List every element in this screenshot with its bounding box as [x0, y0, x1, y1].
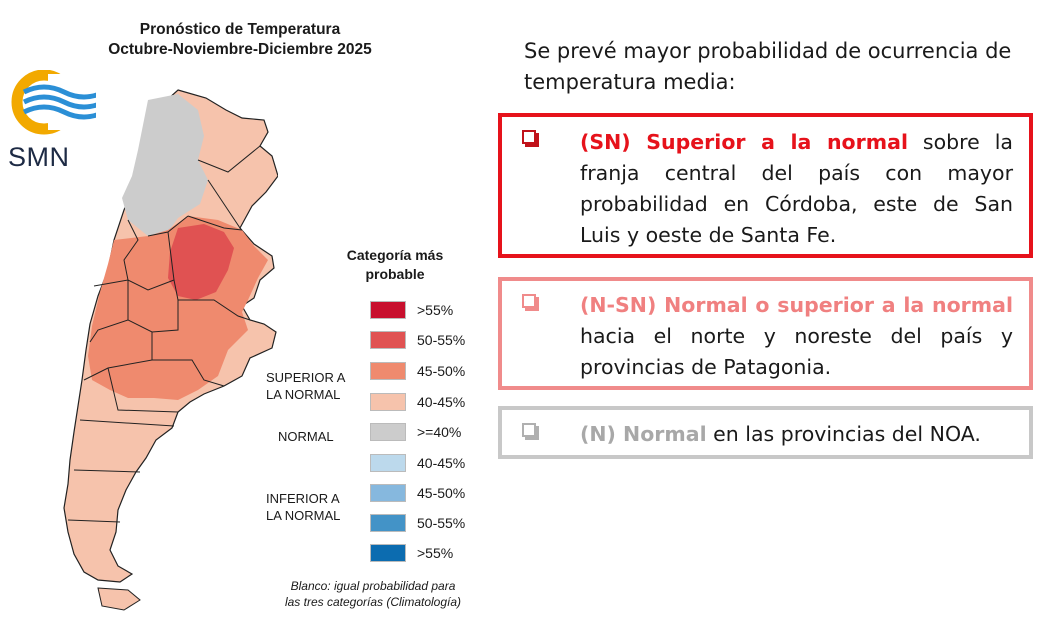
legend-swatch	[370, 393, 406, 411]
legend-label: 50-55%	[417, 332, 466, 348]
legend-title-line1: Categoría más	[346, 247, 444, 263]
map-title-line1: Pronóstico de Temperatura	[139, 21, 341, 38]
map-title-line2: Octubre-Noviembre-Diciembre 2025	[108, 41, 372, 58]
legend-swatch	[370, 331, 406, 349]
smn-logo-icon	[11, 70, 96, 135]
legend-group-inferior-line1: INFERIOR A	[266, 491, 340, 506]
checkbox-icon	[522, 130, 536, 144]
tierra-del-fuego	[97, 587, 141, 611]
forecast-box-body: hacia el norte y noreste del país y prov…	[580, 324, 1013, 379]
checkbox-icon	[522, 423, 536, 437]
map-title: Pronóstico de Temperatura Octubre-Noviem…	[60, 20, 420, 60]
legend-label: 50-55%	[417, 515, 466, 531]
legend-swatch	[370, 544, 406, 562]
legend-group-inferior-line2: LA NORMAL	[266, 508, 341, 523]
legend-note: Blanco: igual probabilidad para las tres…	[248, 578, 498, 610]
forecast-box-superior: (SN) Superior a la normal sobre la franj…	[498, 113, 1033, 258]
province-borders	[67, 145, 261, 523]
forecast-box-lead: (N-SN) Normal o superior a la normal	[580, 293, 1013, 317]
legend-item: >=40%	[370, 422, 490, 442]
forecast-box-body: sobre la franja central del país con may…	[580, 130, 1013, 247]
core-50-55-region	[168, 224, 234, 300]
legend-label: 40-45%	[417, 394, 466, 410]
intro-text: Se prevé mayor probabilidad de ocurrenci…	[524, 39, 1012, 94]
legend-item: 40-45%	[370, 392, 490, 412]
forecast-box-text: (N-SN) Normal o superior a la normal hac…	[580, 290, 1013, 383]
forecast-box-text: (SN) Superior a la normal sobre la franj…	[580, 127, 1013, 251]
legend-title: Categoría más probable	[330, 246, 460, 284]
legend-label: >55%	[417, 302, 454, 318]
legend-label: 45-50%	[417, 485, 466, 501]
legend-item: 45-50%	[370, 483, 490, 503]
legend-note-line1: Blanco: igual probabilidad para	[290, 579, 456, 593]
legend-item: 45-50%	[370, 361, 490, 381]
legend-label: >55%	[417, 545, 454, 561]
forecast-box-body: en las provincias del NOA.	[706, 422, 981, 446]
legend-item: 50-55%	[370, 330, 490, 350]
legend-label: >=40%	[417, 424, 462, 440]
forecast-box-lead: (N) Normal	[580, 422, 707, 446]
legend-group-inferior: INFERIOR A LA NORMAL	[266, 490, 340, 524]
forecast-box-normal: (N) Normal en las provincias del NOA.	[498, 406, 1033, 459]
legend-title-line2: probable	[365, 266, 425, 282]
legend-group-superior-line2: LA NORMAL	[266, 387, 341, 402]
legend-swatch	[370, 514, 406, 532]
legend-swatch	[370, 454, 406, 472]
legend-group-superior-line1: SUPERIOR A	[266, 370, 346, 385]
forecast-box-text: (N) Normal en las provincias del NOA.	[580, 419, 1013, 450]
logo-text: SMN	[8, 142, 70, 172]
legend-note-line2: las tres categorías (Climatología)	[284, 595, 462, 609]
legend-item: 40-45%	[370, 453, 490, 473]
legend-swatch	[370, 301, 406, 319]
checkbox-icon	[522, 294, 536, 308]
legend-swatch	[370, 484, 406, 502]
legend-item: 50-55%	[370, 513, 490, 533]
legend-label: 45-50%	[417, 363, 466, 379]
legend-item: >55%	[370, 300, 490, 320]
legend-label: 40-45%	[417, 455, 466, 471]
forecast-box-lead: (SN) Superior a la normal	[580, 130, 908, 154]
legend-item: >55%	[370, 543, 490, 563]
noa-normal-region	[122, 94, 208, 236]
forecast-box-normal-superior: (N-SN) Normal o superior a la normal hac…	[498, 277, 1033, 390]
argentina-forecast-map	[63, 89, 278, 611]
legend-group-superior: SUPERIOR A LA NORMAL	[266, 369, 345, 403]
legend-swatch	[370, 423, 406, 441]
legend-swatch	[370, 362, 406, 380]
legend-group-normal: NORMAL	[278, 429, 334, 444]
